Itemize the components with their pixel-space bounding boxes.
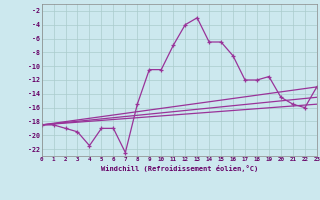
X-axis label: Windchill (Refroidissement éolien,°C): Windchill (Refroidissement éolien,°C) xyxy=(100,165,258,172)
